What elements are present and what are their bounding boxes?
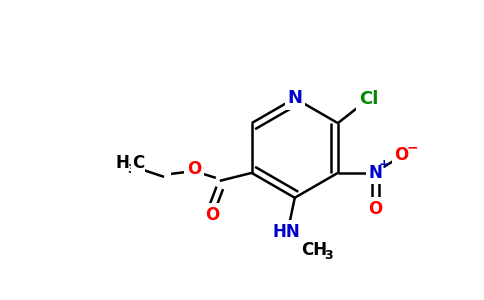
Text: N: N bbox=[287, 89, 302, 107]
Text: −: − bbox=[407, 140, 418, 154]
Text: +: + bbox=[378, 158, 389, 171]
Text: H: H bbox=[115, 154, 129, 172]
Text: HN: HN bbox=[273, 223, 301, 241]
Text: CH: CH bbox=[302, 241, 328, 259]
Text: 3: 3 bbox=[324, 249, 333, 262]
Text: N: N bbox=[369, 164, 383, 182]
Text: Cl: Cl bbox=[359, 90, 378, 108]
Text: O: O bbox=[205, 206, 219, 224]
Text: C: C bbox=[132, 154, 144, 172]
Text: O: O bbox=[394, 146, 408, 164]
Text: O: O bbox=[187, 160, 201, 178]
Text: 3: 3 bbox=[127, 164, 136, 176]
Text: O: O bbox=[368, 200, 383, 218]
